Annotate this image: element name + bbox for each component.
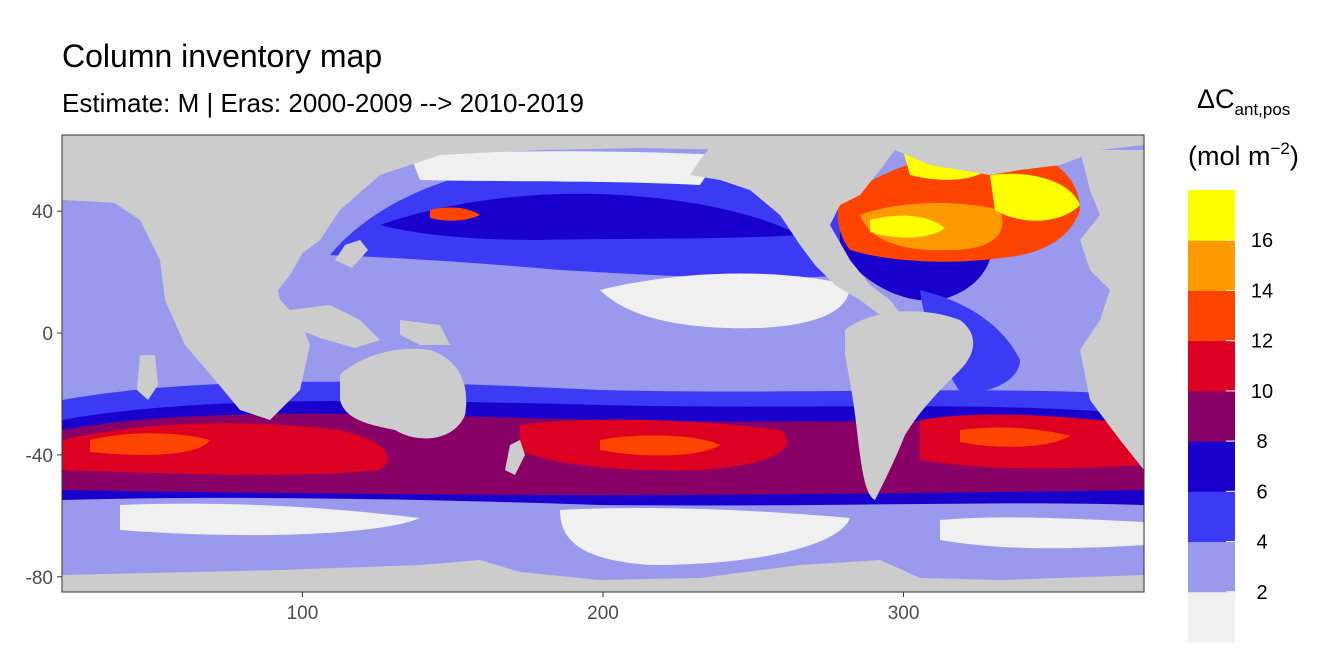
orange-patch-2 bbox=[600, 435, 720, 456]
colorbar-label: 4 bbox=[1256, 532, 1267, 554]
bering-light-area bbox=[410, 151, 720, 185]
colorbar-segment bbox=[1188, 290, 1235, 342]
colorbar-label: 10 bbox=[1251, 381, 1273, 403]
colorbar: 2 4 6 8 10 12 14 16 bbox=[1188, 190, 1273, 643]
x-tick-label: 100 bbox=[287, 603, 319, 624]
colorbar-label: 12 bbox=[1251, 331, 1273, 353]
eastern-tropical-pacific bbox=[600, 273, 850, 329]
legend-unit: (mol m−2) bbox=[1188, 139, 1299, 171]
antarctic-light-patch-3 bbox=[940, 517, 1144, 549]
land-madagascar bbox=[137, 355, 158, 400]
antarctic-light-patch-1 bbox=[120, 503, 420, 536]
colorbar-label: 16 bbox=[1251, 230, 1273, 252]
land-japan bbox=[335, 240, 368, 268]
land-north-america bbox=[690, 135, 1144, 320]
colorbar-segment bbox=[1188, 190, 1235, 241]
colorbar-label: 8 bbox=[1256, 431, 1267, 453]
orange-patch-3 bbox=[960, 427, 1070, 447]
colorbar-segment bbox=[1188, 591, 1235, 643]
land-europe-west-africa bbox=[1080, 150, 1144, 592]
x-tick-label: 200 bbox=[587, 603, 619, 624]
colorbar-segment bbox=[1188, 390, 1235, 442]
orange-patch-1 bbox=[90, 433, 210, 455]
land-south-america bbox=[845, 311, 974, 500]
land-india bbox=[160, 205, 225, 300]
land-southeast-asia bbox=[240, 205, 310, 300]
colorbar-label: 2 bbox=[1256, 582, 1267, 604]
antarctic-light-patch-2 bbox=[560, 507, 850, 565]
north-atlantic-yellow-core-2 bbox=[990, 173, 1080, 221]
land-new-guinea bbox=[400, 320, 450, 345]
land-new-zealand bbox=[505, 440, 525, 475]
legend-title: ΔCant,pos bbox=[1197, 84, 1290, 119]
y-tick-label: 0 bbox=[42, 324, 53, 345]
colorbar-label: 6 bbox=[1256, 481, 1267, 503]
x-tick-label: 300 bbox=[888, 603, 920, 624]
land-antarctica bbox=[62, 560, 1144, 592]
north-atlantic-yellow-core-3 bbox=[870, 215, 945, 238]
land-indonesia bbox=[290, 305, 380, 348]
colorbar-segment bbox=[1188, 541, 1235, 593]
colorbar-segment bbox=[1188, 240, 1235, 291]
colorbar-label: 14 bbox=[1251, 280, 1273, 302]
chart-title: Column inventory map bbox=[62, 38, 383, 74]
kuroshio-patch bbox=[430, 207, 480, 221]
y-tick-label: -80 bbox=[26, 568, 53, 589]
land-greenland bbox=[900, 135, 1000, 170]
land-australia bbox=[340, 348, 467, 439]
colorbar-segment bbox=[1188, 491, 1235, 543]
chart-subtitle: Estimate: M | Eras: 2000-2009 --> 2010-2… bbox=[62, 88, 584, 118]
y-tick-label: 40 bbox=[32, 202, 53, 223]
colorbar-segment bbox=[1188, 441, 1235, 492]
north-pacific-core bbox=[380, 193, 800, 240]
colorbar-segment bbox=[1188, 340, 1235, 392]
y-tick-label: -40 bbox=[26, 446, 53, 467]
